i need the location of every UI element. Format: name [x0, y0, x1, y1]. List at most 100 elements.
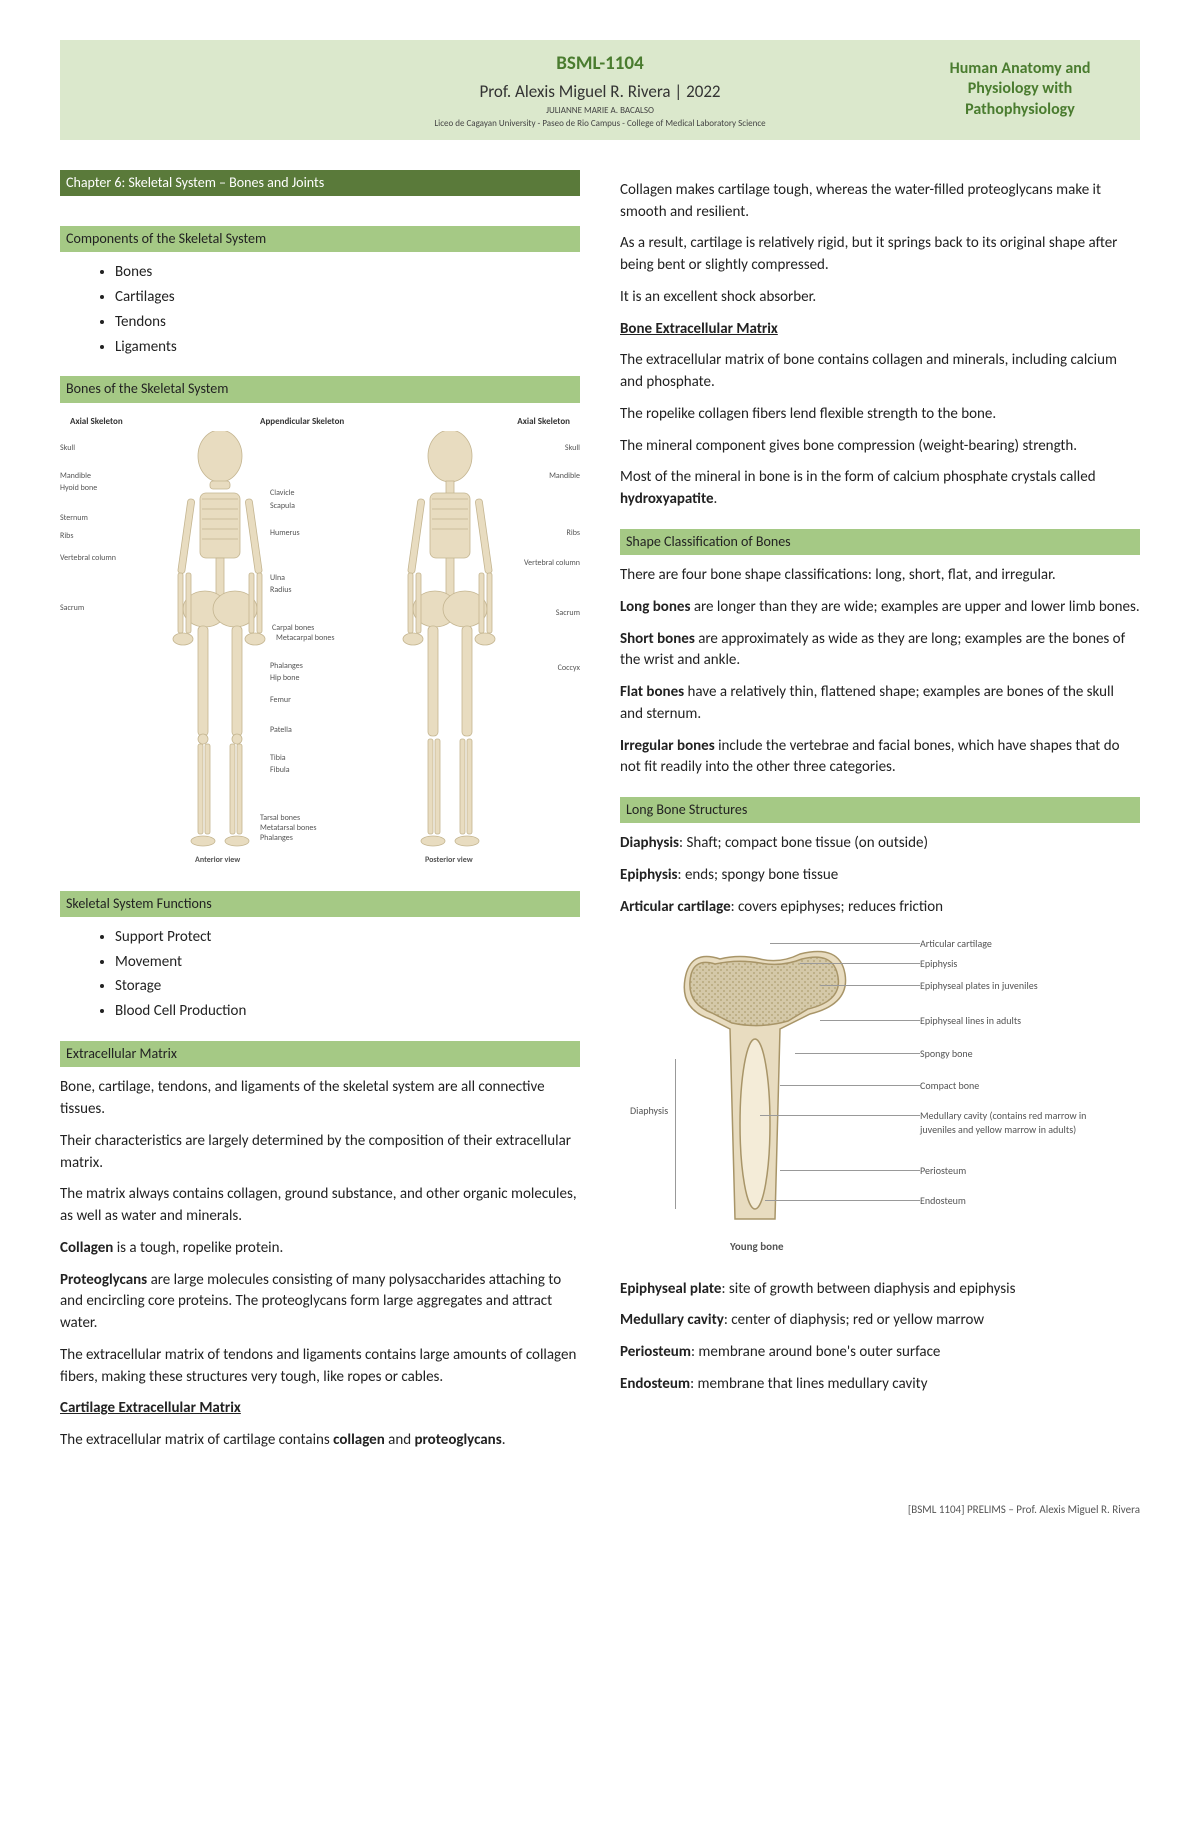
skel-label: Radius	[270, 585, 292, 597]
long-bone-diagram: Diaphysis Articular cartilage Epiphysis …	[620, 929, 1140, 1269]
skel-label: Mandible	[549, 471, 580, 483]
skel-label: Scapula	[270, 501, 295, 513]
page-footer: [BSML 1104] PRELIMS – Prof. Alexis Migue…	[60, 1502, 1140, 1518]
body-text: The mineral component gives bone compres…	[620, 436, 1140, 458]
body-text: As a result, cartilage is relatively rig…	[620, 233, 1140, 277]
bone-label: Compact bone	[920, 1079, 979, 1094]
section-shape: Shape Classification of Bones	[620, 529, 1140, 555]
body-text: Bone, cartilage, tendons, and ligaments …	[60, 1077, 580, 1121]
skeleton-back-svg	[360, 431, 540, 851]
body-text: It is an excellent shock absorber.	[620, 287, 1140, 309]
body-text: Medullary cavity: center of diaphysis; r…	[620, 1310, 1140, 1332]
skel-label: Hip bone	[270, 673, 299, 685]
skel-label: Sacrum	[60, 603, 84, 615]
list-item: Tendons	[115, 312, 580, 334]
body-text: Diaphysis: Shaft; compact bone tissue (o…	[620, 833, 1140, 855]
bone-label: Epiphysis	[920, 957, 957, 972]
institution-line: Liceo de Cagayan University - Paseo de R…	[280, 119, 920, 130]
functions-list: Support Protect Movement Storage Blood C…	[60, 927, 580, 1023]
section-ecm: Extracellular Matrix	[60, 1041, 580, 1067]
subheading: Cartilage Extracellular Matrix	[60, 1398, 580, 1420]
skel-label: Clavicle	[270, 488, 294, 500]
diagram-title: Appendicular Skeleton	[260, 415, 344, 428]
skel-label: Fibula	[270, 765, 290, 777]
skel-label: Tibia	[270, 753, 286, 765]
body-text: Periosteum: membrane around bone's outer…	[620, 1342, 1140, 1364]
skel-label: Vertebral column	[524, 558, 580, 570]
body-text: Most of the mineral in bone is in the fo…	[620, 467, 1140, 511]
skeleton-diagram: Axial Skeleton Appendicular Skeleton Axi…	[60, 413, 580, 873]
skel-label: Patella	[270, 725, 292, 737]
skel-label: Metacarpal bones	[276, 633, 335, 645]
section-components: Components of the Skeletal System	[60, 226, 580, 252]
body-text: Irregular bones include the vertebrae an…	[620, 736, 1140, 780]
body-text: Flat bones have a relatively thin, flatt…	[620, 682, 1140, 726]
skel-label: Coccyx	[558, 663, 580, 675]
section-bones: Bones of the Skeletal System	[60, 376, 580, 402]
bone-label: Periosteum	[920, 1164, 966, 1179]
body-text: Collagen makes cartilage tough, whereas …	[620, 180, 1140, 224]
bone-svg	[660, 939, 880, 1239]
skel-label: Phalanges	[260, 833, 293, 845]
skel-label: Hyoid bone	[60, 483, 97, 495]
content-columns: Chapter 6: Skeletal System – Bones and J…	[60, 170, 1140, 1462]
skel-label: Skull	[60, 443, 75, 455]
body-text: Endosteum: membrane that lines medullary…	[620, 1374, 1140, 1396]
body-text: Their characteristics are largely determ…	[60, 1131, 580, 1175]
skel-label: Sacrum	[556, 608, 580, 620]
skel-label: Femur	[270, 695, 291, 707]
section-functions: Skeletal System Functions	[60, 891, 580, 917]
body-text: The extracellular matrix of cartilage co…	[60, 1430, 580, 1452]
subheading: Bone Extracellular Matrix	[620, 319, 1140, 341]
skel-label: Sternum	[60, 513, 88, 525]
list-item: Cartilages	[115, 287, 580, 309]
left-column: Chapter 6: Skeletal System – Bones and J…	[60, 170, 580, 1462]
body-text: Articular cartilage: covers epiphyses; r…	[620, 897, 1140, 919]
body-text: There are four bone shape classification…	[620, 565, 1140, 587]
skel-label: Mandible	[60, 471, 91, 483]
bone-label: Epiphyseal plates in juveniles	[920, 979, 1050, 994]
chapter-heading: Chapter 6: Skeletal System – Bones and J…	[60, 170, 580, 196]
bone-label: Articular cartilage	[920, 937, 992, 952]
body-text: The extracellular matrix of bone contain…	[620, 350, 1140, 394]
right-column: Collagen makes cartilage tough, whereas …	[620, 170, 1140, 1462]
body-text: Collagen is a tough, ropelike protein.	[60, 1238, 580, 1260]
course-title: Human Anatomy and Physiology with Pathop…	[920, 59, 1120, 121]
body-text: Long bones are longer than they are wide…	[620, 597, 1140, 619]
bone-label: Endosteum	[920, 1194, 966, 1209]
body-text: Epiphysis: ends; spongy bone tissue	[620, 865, 1140, 887]
list-item: Bones	[115, 262, 580, 284]
list-item: Movement	[115, 952, 580, 974]
body-text: Epiphyseal plate: site of growth between…	[620, 1279, 1140, 1301]
skel-label: Phalanges	[270, 661, 303, 673]
skel-label: Vertebral column	[60, 553, 116, 565]
skel-label: Skull	[565, 443, 580, 455]
bone-label: Spongy bone	[920, 1047, 973, 1062]
document-header: BSML-1104 Prof. Alexis Miguel R. Rivera …	[60, 40, 1140, 140]
list-item: Blood Cell Production	[115, 1001, 580, 1023]
body-text: Short bones are approximately as wide as…	[620, 629, 1140, 673]
course-code: BSML-1104	[280, 50, 920, 78]
professor-line: Prof. Alexis Miguel R. Rivera | 2022	[280, 80, 920, 105]
body-text: The extracellular matrix of tendons and …	[60, 1345, 580, 1389]
diagram-title: Axial Skeleton	[70, 415, 123, 428]
skel-label: Ulna	[270, 573, 285, 585]
view-label: Anterior view	[195, 855, 240, 867]
body-text: The ropelike collagen fibers lend flexib…	[620, 404, 1140, 426]
skel-label: Ribs	[60, 531, 73, 543]
skel-label: Ribs	[567, 528, 580, 540]
bone-caption: Young bone	[730, 1239, 784, 1255]
list-item: Support Protect	[115, 927, 580, 949]
diagram-title: Axial Skeleton	[517, 415, 570, 428]
student-name: JULIANNE MARIE A. BACALSO	[280, 106, 920, 117]
section-long-structures: Long Bone Structures	[620, 797, 1140, 823]
bone-label: Medullary cavity (contains red marrow in…	[920, 1109, 1100, 1138]
view-label: Posterior view	[425, 855, 473, 867]
body-text: The matrix always contains collagen, gro…	[60, 1184, 580, 1228]
list-item: Storage	[115, 976, 580, 998]
header-center: BSML-1104 Prof. Alexis Miguel R. Rivera …	[280, 50, 920, 130]
bone-label: Epiphyseal lines in adults	[920, 1014, 1050, 1029]
bone-side-label: Diaphysis	[630, 1104, 668, 1119]
components-list: Bones Cartilages Tendons Ligaments	[60, 262, 580, 358]
list-item: Ligaments	[115, 337, 580, 359]
